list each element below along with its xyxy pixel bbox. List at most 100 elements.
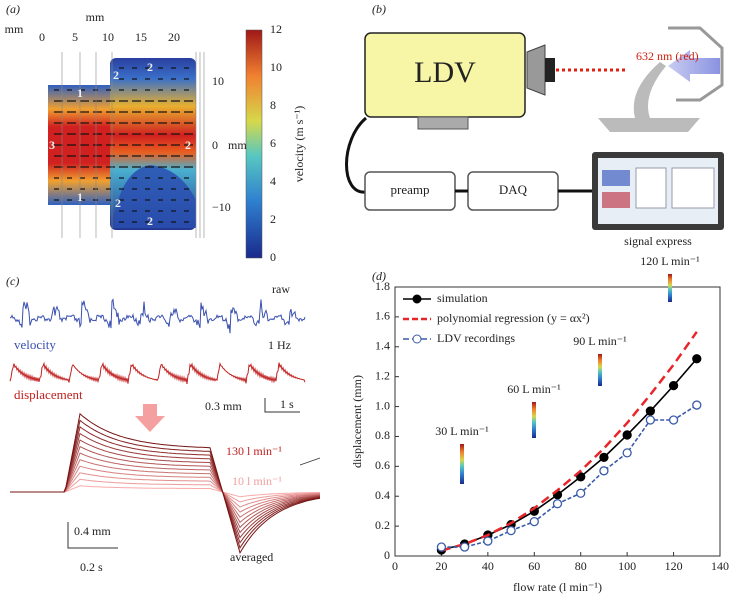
- laser-label: 632 nm (red): [636, 49, 699, 63]
- legend-label: simulation: [437, 291, 488, 305]
- tick-label: 20: [168, 30, 180, 44]
- device-label: LDV: [414, 56, 476, 89]
- membrane-stand: [598, 62, 700, 132]
- trace-label: displacement: [14, 387, 83, 402]
- plot-frame: [394, 286, 721, 557]
- x-tick-label: 140: [711, 559, 729, 573]
- flow-field: [48, 29, 263, 259]
- flow-arrow: [668, 50, 720, 82]
- scale-label: 0.3 mm: [205, 399, 242, 413]
- tick-label: −10: [212, 200, 231, 214]
- tick-label: 15: [135, 30, 147, 44]
- tick-label: 0: [212, 138, 218, 152]
- x-tick-label: 20: [435, 559, 447, 573]
- colorbar-tick: 0: [270, 250, 276, 264]
- legend-marker: [412, 334, 422, 344]
- region-label: 2: [185, 138, 191, 152]
- series-marker: [645, 406, 656, 416]
- panel-label: (d): [372, 269, 386, 283]
- legend-label: polynomial regression (y = αx²): [437, 311, 590, 325]
- colorbar: [245, 29, 263, 259]
- colorbar-tick: 10: [270, 60, 282, 74]
- y-tick-label: 1.4: [375, 339, 390, 353]
- series-line: [441, 331, 698, 552]
- axis-unit: mm: [86, 10, 105, 24]
- down-arrow: [135, 404, 165, 432]
- region-label: 2: [147, 214, 153, 228]
- series-marker: [599, 466, 609, 476]
- series-marker: [459, 542, 470, 552]
- x-tick-label: 120: [665, 559, 683, 573]
- colorbar-label: velocity (m s⁻¹): [292, 106, 306, 183]
- trace-label: 130 l min⁻¹: [226, 444, 282, 458]
- x-tick-label: 40: [482, 559, 494, 573]
- y-tick-label: 0.4: [375, 488, 390, 502]
- ldv-mount: [417, 116, 469, 130]
- region-label: 2: [113, 68, 119, 82]
- series-marker: [599, 452, 609, 463]
- colorbar-tick: 2: [270, 212, 276, 226]
- region-label: 3: [49, 138, 55, 152]
- box-label: preamp: [391, 182, 430, 197]
- averaged-trace: [10, 412, 321, 555]
- panel-label: (a): [6, 2, 20, 16]
- lens: [526, 44, 546, 96]
- series-marker: [668, 380, 679, 391]
- scale-bar: [264, 398, 300, 413]
- series-marker: [436, 542, 447, 552]
- displacement-trace: [9, 361, 306, 385]
- scale-label: 0.4 mm: [74, 524, 111, 538]
- leader-line: [299, 457, 321, 466]
- y-axis-label: displacement (mm): [350, 375, 364, 468]
- signals: [9, 298, 321, 555]
- region-label: 2: [147, 60, 153, 74]
- series-marker: [576, 472, 586, 482]
- panel-label: (c): [6, 274, 19, 288]
- series-marker: [576, 488, 586, 498]
- y-tick-label: 0.6: [375, 458, 390, 472]
- panel-label: (b): [372, 2, 386, 16]
- y-tick-label: 1.0: [375, 398, 390, 412]
- x-tick-label: 100: [618, 559, 636, 573]
- tick-label: 10: [102, 30, 114, 44]
- scale-label: 0.2 s: [80, 560, 103, 574]
- box-label: DAQ: [499, 182, 528, 197]
- series-marker: [622, 430, 632, 440]
- region-label: 1: [77, 86, 83, 100]
- lens-cap: [545, 58, 555, 82]
- velocity-trace: [9, 298, 306, 334]
- y-tick-label: 1.8: [375, 279, 390, 293]
- y-tick-label: 0.8: [375, 428, 390, 442]
- y-tick-label: 1.2: [375, 368, 390, 382]
- colorbar-tick: 6: [270, 136, 276, 150]
- software-label: signal express: [624, 234, 692, 248]
- colorbar-tick: 4: [270, 174, 276, 188]
- colorbar-tick: 8: [270, 98, 276, 112]
- cable: [345, 116, 368, 194]
- scale-bar: [67, 522, 118, 549]
- annotation-icon: [598, 354, 602, 386]
- colorbar-tick: 12: [270, 22, 282, 36]
- trace-label: 1 Hz: [268, 338, 291, 352]
- annotation-icon: [532, 402, 536, 438]
- region-labels: 1 1 3 2 2 2 2 2: [49, 60, 191, 228]
- series-marker: [483, 536, 493, 546]
- annotation-icon: [460, 444, 464, 484]
- series-line: [441, 358, 698, 551]
- x-tick-label: 80: [575, 559, 587, 573]
- trace-label: velocity: [14, 337, 56, 352]
- recirculation: [112, 165, 196, 228]
- y-tick-label: 0: [384, 548, 390, 562]
- axis-unit: mm: [228, 138, 247, 152]
- annotation: 120 L min⁻¹: [640, 254, 700, 268]
- tick-label: 0: [39, 30, 45, 44]
- region-label: 2: [115, 196, 121, 210]
- annotation: 60 L min⁻¹: [507, 382, 561, 396]
- setup: [345, 26, 724, 230]
- chamber: [668, 26, 724, 102]
- scale-label: 1 s: [280, 397, 294, 411]
- annotation-icon: [668, 274, 672, 302]
- series-marker: [622, 448, 632, 458]
- trace-label: 10 l min⁻¹: [232, 474, 282, 488]
